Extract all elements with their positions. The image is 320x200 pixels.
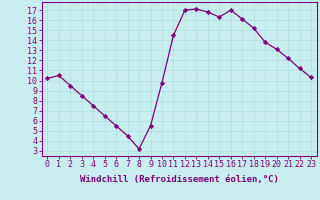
X-axis label: Windchill (Refroidissement éolien,°C): Windchill (Refroidissement éolien,°C) bbox=[80, 175, 279, 184]
